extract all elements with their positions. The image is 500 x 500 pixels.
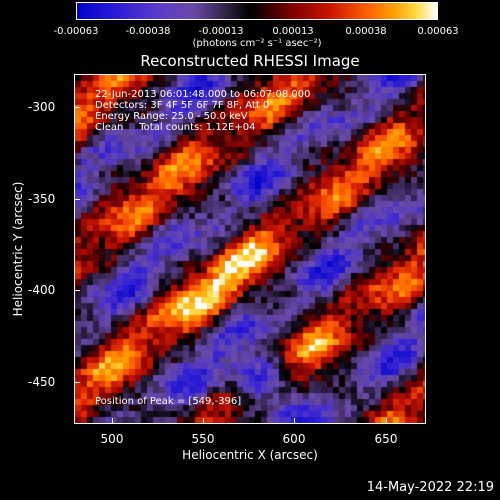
annotation-detectors: Detectors: 3F 4F 5F 6F 7F 8F, Att 0 bbox=[95, 100, 270, 111]
y-tick-mark bbox=[74, 107, 80, 108]
colorbar-tick-label: 0.00063 bbox=[417, 26, 459, 37]
plot-title: Reconstructed RHESSI Image bbox=[140, 52, 360, 70]
x-tick-mark bbox=[112, 418, 113, 424]
colorbar-tick-label: -0.00063 bbox=[53, 26, 99, 37]
colorbar-tick-label: 0.00038 bbox=[345, 26, 387, 37]
colorbar-tick-label: 0.00013 bbox=[272, 26, 314, 37]
colorbar-units: (photons cm⁻² s⁻¹ asec⁻²) bbox=[192, 38, 322, 49]
y-tick-label: -300 bbox=[28, 100, 56, 114]
annotation-energy-range: Energy Range: 25.0 - 50.0 keV bbox=[95, 111, 248, 122]
annotation-time-range: 22-Jun-2013 06:01:48.000 to 06:07:08.000 bbox=[95, 89, 311, 100]
x-tick-label: 650 bbox=[374, 432, 398, 446]
y-tick-label: -400 bbox=[28, 283, 56, 297]
x-axis-label: Heliocentric X (arcsec) bbox=[182, 448, 318, 462]
rhessi-image-map bbox=[75, 75, 425, 423]
footer-date: 14-May-2022 22:19 bbox=[366, 480, 494, 495]
colorbar-tick-label: -0.00013 bbox=[198, 26, 244, 37]
x-tick-label: 500 bbox=[100, 432, 124, 446]
colorbar bbox=[76, 2, 438, 20]
x-tick-mark bbox=[386, 418, 387, 424]
x-tick-mark bbox=[203, 418, 204, 424]
annotation-counts: Clean Total counts: 1.12E+04 bbox=[95, 122, 256, 133]
y-tick-mark bbox=[74, 382, 80, 383]
x-tick-label: 600 bbox=[282, 432, 306, 446]
y-tick-mark bbox=[74, 199, 80, 200]
y-tick-label: -450 bbox=[28, 375, 56, 389]
y-axis-label: Heliocentric Y (arcsec) bbox=[11, 181, 25, 317]
y-tick-mark bbox=[74, 290, 80, 291]
x-tick-mark bbox=[294, 418, 295, 424]
y-tick-label: -350 bbox=[28, 192, 56, 206]
x-tick-label: 550 bbox=[191, 432, 215, 446]
image-plot: 22-Jun-2013 06:01:48.000 to 06:07:08.000… bbox=[74, 74, 426, 424]
colorbar-tick-label: -0.00038 bbox=[125, 26, 171, 37]
peak-position-text: Position of Peak = [549,-396] bbox=[95, 396, 242, 407]
